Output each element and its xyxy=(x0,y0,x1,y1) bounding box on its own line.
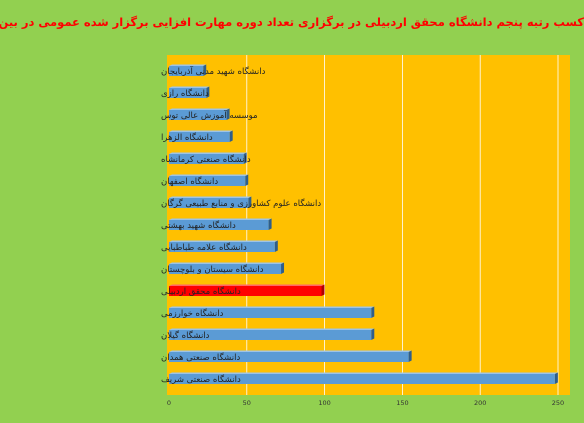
x-tick-label: 50 xyxy=(243,399,251,407)
category-label: دانشگاه الزهرا xyxy=(161,132,213,143)
x-tick-label: 100 xyxy=(318,399,330,407)
bar xyxy=(169,350,412,362)
bar xyxy=(169,86,210,98)
bar xyxy=(169,372,558,384)
category-label: دانشگاه علوم کشاورزی و منابع طبیعی گرگان xyxy=(161,198,321,209)
bar xyxy=(169,240,278,252)
category-label: دانشگاه شهید بهشتی xyxy=(161,220,236,231)
category-label: دانشگاه صنعتی همدان xyxy=(161,352,240,363)
x-tick-label: 200 xyxy=(474,399,486,407)
x-tick-label: 0 xyxy=(167,399,171,407)
bar xyxy=(169,262,285,274)
bars xyxy=(169,64,558,384)
highlight-bar xyxy=(169,284,325,296)
category-label: دانشگاه صنعتی کرمانشاه xyxy=(161,154,251,165)
category-label: دانشگاه علامه طباطبایی xyxy=(161,242,247,253)
category-label: دانشگاه اصفهان xyxy=(161,176,218,187)
bar xyxy=(169,130,233,142)
x-tick-label: 250 xyxy=(552,399,564,407)
category-labels: دانشگاه شهید مدنی آذربایجان دانشگاه رازی م… xyxy=(161,65,321,385)
bar xyxy=(169,152,247,164)
x-tick-label: 150 xyxy=(396,399,408,407)
chart-title: کسب رتبه پنجم دانشگاه محقق اردبیلی در بر… xyxy=(0,15,584,29)
bar xyxy=(169,174,249,186)
bar xyxy=(169,108,230,120)
category-label: دانشگاه شهید مدنی آذربایجان xyxy=(161,65,266,77)
bar xyxy=(169,218,272,230)
bar xyxy=(169,196,252,208)
category-label: موسسه آموزش عالی توس xyxy=(161,109,258,121)
category-label: دانشگاه گیلان xyxy=(161,330,210,341)
category-label: دانشگاه سیستان و بلوچستان xyxy=(161,264,264,275)
category-label: دانشگاه صنعتی شریف xyxy=(161,374,241,385)
x-tick-labels: 0 50 100 150 200 250 xyxy=(167,399,564,407)
category-label: دانشگاه محقق اردبیلی xyxy=(161,286,241,297)
bar xyxy=(169,328,375,340)
bar xyxy=(169,64,207,76)
category-label: دانشگاه خوارزمی xyxy=(161,308,224,319)
bar xyxy=(169,306,375,318)
category-label: دانشگاه رازی xyxy=(161,88,209,99)
